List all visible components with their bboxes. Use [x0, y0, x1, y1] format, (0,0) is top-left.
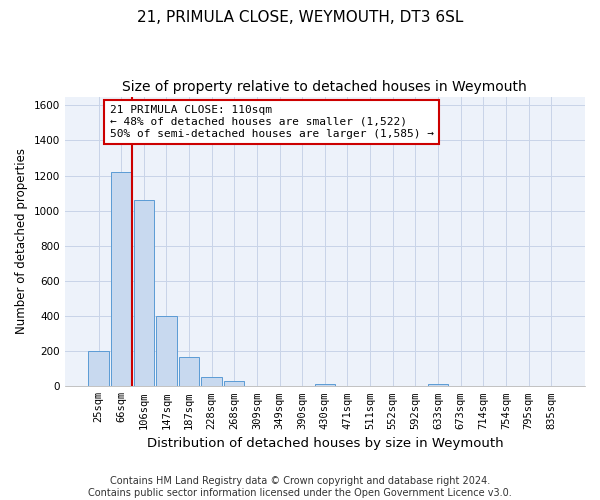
Bar [111, 172, 131, 386]
Bar [156, 316, 176, 386]
Bar [179, 358, 199, 386]
Y-axis label: Number of detached properties: Number of detached properties [15, 148, 28, 334]
Bar [314, 384, 335, 386]
Text: 21 PRIMULA CLOSE: 110sqm
← 48% of detached houses are smaller (1,522)
50% of sem: 21 PRIMULA CLOSE: 110sqm ← 48% of detach… [110, 106, 434, 138]
Title: Size of property relative to detached houses in Weymouth: Size of property relative to detached ho… [122, 80, 527, 94]
Bar [428, 384, 448, 386]
Text: 21, PRIMULA CLOSE, WEYMOUTH, DT3 6SL: 21, PRIMULA CLOSE, WEYMOUTH, DT3 6SL [137, 10, 463, 25]
Text: Contains HM Land Registry data © Crown copyright and database right 2024.
Contai: Contains HM Land Registry data © Crown c… [88, 476, 512, 498]
X-axis label: Distribution of detached houses by size in Weymouth: Distribution of detached houses by size … [146, 437, 503, 450]
Bar [202, 376, 222, 386]
Bar [134, 200, 154, 386]
Bar [88, 351, 109, 386]
Bar [224, 381, 244, 386]
